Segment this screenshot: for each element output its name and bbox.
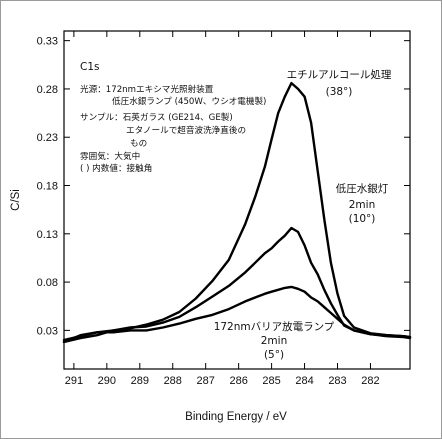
series-mercury-label: 低圧水銀灯 [336, 182, 389, 195]
y-axis-label: C/Si [10, 189, 22, 211]
note-line-3: サンプル：石英ガラス (GE214、GE製) [80, 111, 233, 123]
series-ethanol-label: エチルアルコール処理 [287, 68, 392, 81]
y-tick-label: 0.33 [37, 36, 58, 48]
series-barrier-time: 2min [261, 335, 287, 347]
x-tick-label: 286 [229, 375, 247, 387]
x-tick-label: 283 [328, 375, 346, 387]
x-axis: 291 290 289 288 287 286 285 284 283 282 [65, 31, 380, 387]
x-tick-label: 284 [295, 375, 313, 387]
x-tick-label: 282 [361, 375, 379, 387]
y-axis: 0.03 0.08 0.13 0.18 0.23 0.28 0.33 [37, 36, 410, 337]
note-line-7: ( ) 内数値：接触角 [80, 162, 152, 174]
x-axis-label: Binding Energy / eV [185, 411, 287, 423]
note-line-4: エタノールで超音波洗浄直後の [126, 124, 246, 136]
y-tick-label: 0.03 [37, 325, 58, 337]
y-tick-label: 0.08 [37, 277, 58, 289]
series-barrier-label: 172nmバリア放電ランプ [214, 320, 335, 333]
y-tick-label: 0.18 [37, 181, 58, 193]
y-tick-label: 0.28 [37, 84, 58, 96]
series-ethanol-angle: (38°) [326, 86, 353, 98]
y-tick-label: 0.23 [37, 132, 58, 144]
series-lines [62, 81, 412, 344]
plot-area [63, 30, 411, 370]
note-line-5: もの [130, 138, 147, 149]
series-line-ethanol [62, 81, 412, 344]
series-barrier-angle: (5°) [264, 349, 284, 361]
series-mercury-time: 2min [349, 199, 375, 211]
series-mercury-angle: (10°) [349, 213, 376, 225]
x-tick-label: 288 [164, 375, 182, 387]
y-tick-label: 0.13 [37, 229, 58, 241]
x-tick-label: 285 [262, 375, 280, 387]
x-tick-label: 290 [98, 375, 116, 387]
x-tick-label: 289 [131, 375, 149, 387]
note-line-6: 雰囲気：大気中 [80, 150, 140, 162]
note-line-1: 光源：172nmエキシマ光照射装置 [80, 83, 214, 95]
inner-label: C1s [80, 61, 99, 73]
note-line-2: 低圧水銀ランプ (450W、ウシオ電機製) [112, 95, 266, 107]
x-tick-label: 291 [65, 375, 83, 387]
series-line-barrier [62, 285, 412, 342]
x-tick-label: 287 [197, 375, 215, 387]
